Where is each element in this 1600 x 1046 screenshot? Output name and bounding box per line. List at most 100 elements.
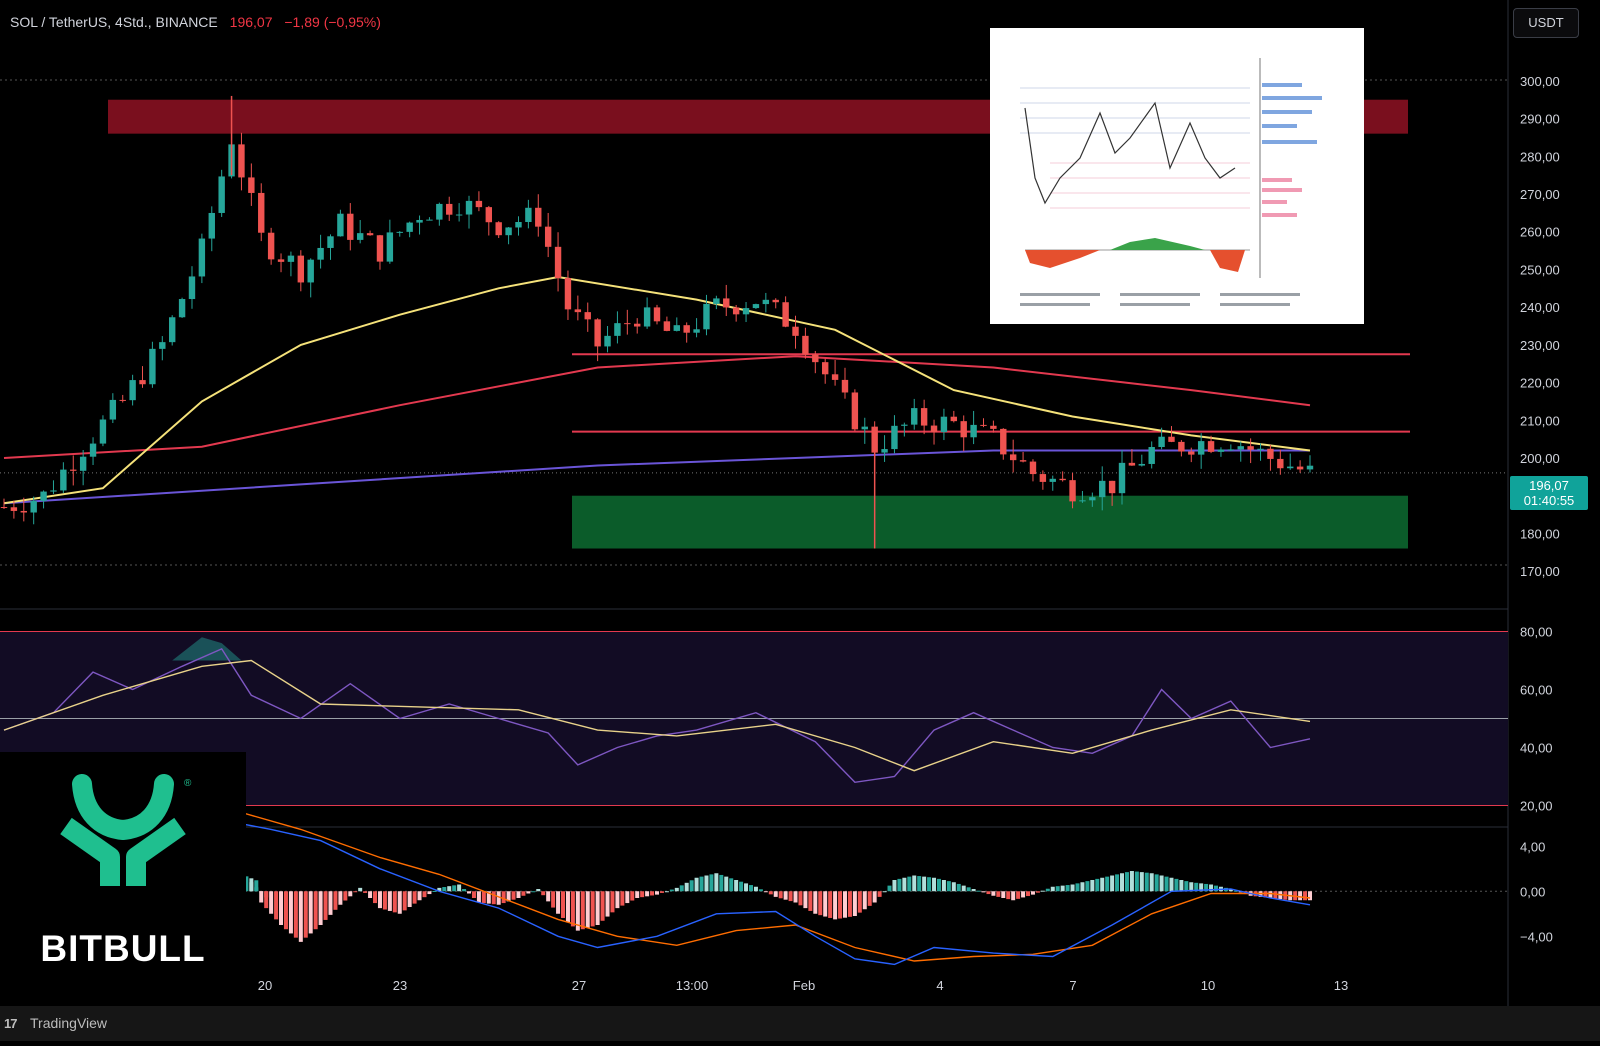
candle-body: [139, 380, 146, 385]
macd-histogram-bar: [941, 880, 946, 892]
candle-body: [1099, 480, 1106, 498]
macd-histogram-bar: [1090, 880, 1095, 892]
price-axis-tick-label: 260,00: [1520, 225, 1560, 240]
tradingview-label[interactable]: TradingView: [30, 1015, 108, 1031]
candle-body: [485, 207, 493, 223]
candle-body: [653, 307, 661, 322]
candle-body: [772, 299, 779, 303]
candle-body: [792, 326, 799, 336]
macd-histogram-bar: [427, 891, 432, 895]
macd-histogram-bar: [1149, 873, 1154, 892]
candle-body: [1178, 441, 1185, 452]
macd-histogram-bar: [600, 891, 605, 921]
candle-body: [990, 425, 997, 429]
candle-body: [1049, 478, 1056, 482]
macd-histogram-bar: [1184, 881, 1189, 892]
candle-body: [208, 212, 215, 239]
candle-body: [317, 247, 324, 260]
macd-histogram-bar: [1209, 884, 1214, 892]
macd-histogram-bar: [847, 891, 852, 917]
time-axis-tick-label: 23: [393, 978, 407, 993]
rsi-axis-tick-label: 60,00: [1520, 683, 1553, 698]
macd-histogram-bar: [343, 891, 348, 901]
candle-body: [406, 222, 413, 232]
macd-histogram-bar: [823, 891, 828, 917]
macd-histogram-bar: [1273, 891, 1278, 899]
candle-body: [505, 227, 512, 236]
macd-histogram-bar: [402, 891, 407, 911]
price-axis-tick-label: 270,00: [1520, 187, 1560, 202]
candle-body: [416, 219, 423, 223]
candle-body: [1247, 446, 1254, 450]
candle-body: [752, 304, 760, 309]
macd-histogram-bar: [852, 891, 857, 916]
macd-histogram-bar: [758, 889, 763, 892]
candle-body: [544, 226, 552, 247]
candle-body: [901, 424, 908, 426]
candle-body: [940, 416, 948, 433]
last-price: 196,07: [229, 14, 273, 30]
currency-selector[interactable]: USDT: [1513, 8, 1579, 38]
macd-histogram-bar: [833, 891, 838, 920]
price-axis-tick-label: 220,00: [1520, 376, 1560, 391]
candle-body: [287, 255, 295, 262]
macd-histogram-bar: [556, 891, 561, 914]
candle-body: [1148, 447, 1155, 464]
macd-histogram-bar: [1016, 891, 1021, 899]
candle-body: [1138, 463, 1146, 466]
candle-body: [891, 425, 898, 450]
macd-histogram-bar: [363, 891, 368, 893]
macd-histogram-bar: [595, 891, 600, 925]
macd-histogram-bar: [798, 891, 803, 906]
candle-body: [356, 233, 364, 240]
macd-histogram-bar: [907, 876, 912, 892]
candle-body: [1207, 441, 1215, 452]
candle-body: [1158, 436, 1165, 448]
macd-histogram-bar: [1233, 890, 1238, 892]
macd-histogram-bar: [521, 891, 526, 896]
macd-histogram-bar: [640, 891, 645, 898]
candle-body: [267, 232, 275, 260]
macd-histogram-bar: [264, 891, 269, 909]
macd-histogram-bar: [753, 886, 758, 892]
macd-histogram-bar: [976, 890, 981, 892]
macd-histogram-bar: [897, 878, 902, 892]
macd-histogram-bar: [734, 880, 739, 892]
rsi-axis-tick-label: 40,00: [1520, 741, 1553, 756]
candle-body: [1039, 474, 1047, 482]
macd-histogram-bar: [1174, 878, 1179, 892]
candle-body: [1118, 462, 1126, 494]
candle-body: [831, 374, 839, 380]
macd-histogram-bar: [1263, 891, 1268, 898]
macd-histogram-bar: [704, 875, 709, 892]
rsi-axis-tick-label: 80,00: [1520, 625, 1553, 640]
macd-histogram-bar: [986, 891, 991, 895]
last-price-badge-value: 196,07: [1529, 478, 1569, 493]
symbol-header[interactable]: SOL / TetherUS, 4Std., BINANCE 196,07 −1…: [10, 14, 381, 30]
macd-histogram-bar: [1124, 872, 1129, 892]
candle-body: [920, 408, 928, 426]
macd-histogram-bar: [917, 876, 922, 892]
macd-histogram-bar: [1298, 891, 1303, 901]
price-axis-tick-label: 240,00: [1520, 300, 1560, 315]
macd-histogram-bar: [714, 873, 719, 892]
macd-histogram-bar: [1164, 876, 1169, 892]
candle-body: [713, 298, 720, 304]
macd-signal-line: [241, 811, 1311, 962]
macd-histogram-bar: [447, 886, 452, 892]
macd-histogram-bar: [303, 891, 308, 938]
macd-histogram-bar: [1179, 880, 1184, 892]
macd-histogram-bar: [981, 891, 986, 893]
candle-body: [396, 231, 403, 233]
macd-histogram-bar: [486, 891, 491, 904]
candle-body: [178, 299, 186, 318]
price-axis-tick-label: 280,00: [1520, 149, 1560, 164]
macd-axis-tick-label: 4,00: [1520, 839, 1545, 854]
candle-body: [574, 309, 582, 313]
macd-histogram-bar: [1085, 881, 1090, 892]
candle-body: [337, 213, 344, 237]
macd-histogram-bar: [462, 889, 467, 892]
candle-body: [218, 176, 225, 213]
